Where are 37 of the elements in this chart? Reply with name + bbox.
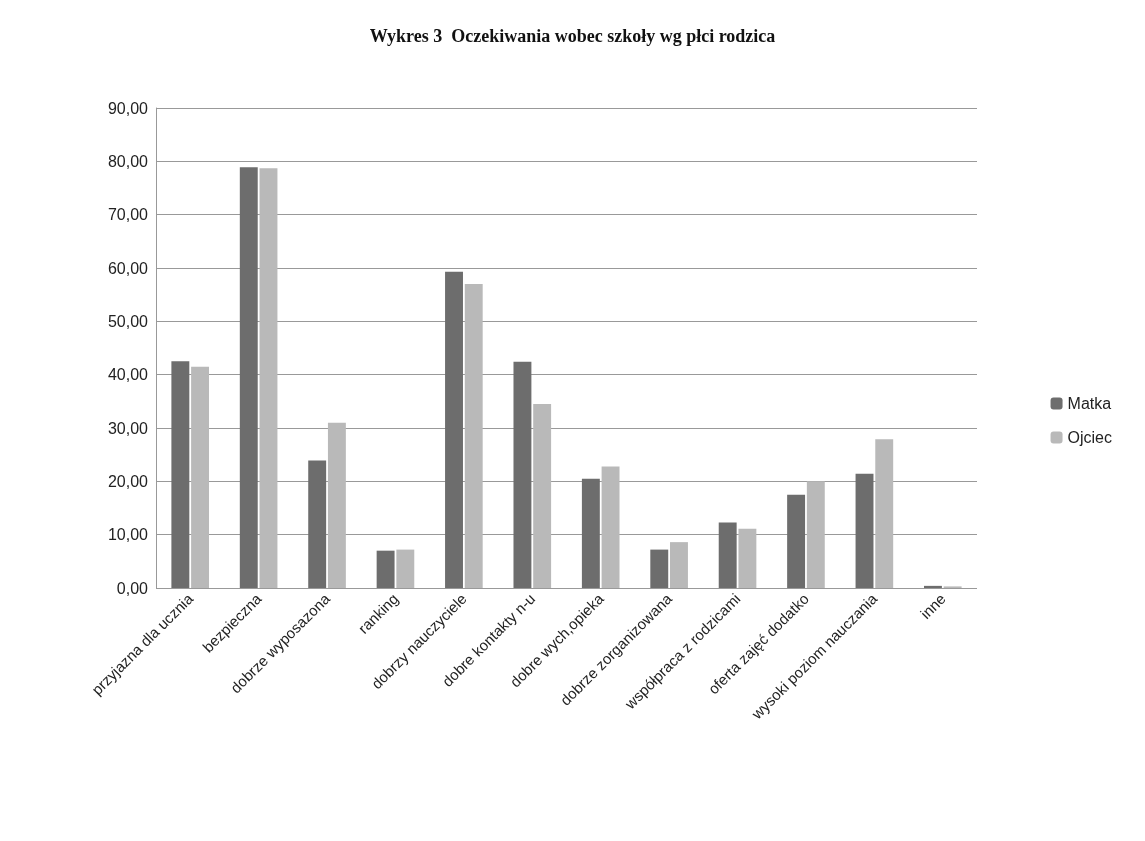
y-tick-label: 10,00 xyxy=(107,526,149,544)
bar xyxy=(787,494,806,588)
y-tick-label: 90,00 xyxy=(107,99,149,117)
chart-title: Wykres 3 Oczekiwania wobec szkoły wg płci rodzica xyxy=(369,26,776,46)
bar xyxy=(923,585,942,588)
y-tick-label: 0,00 xyxy=(116,579,149,597)
bar xyxy=(855,473,874,588)
bar xyxy=(718,522,737,588)
bar xyxy=(670,542,688,588)
bar xyxy=(875,439,894,588)
bar xyxy=(650,549,669,588)
bar xyxy=(171,361,190,588)
bar xyxy=(327,422,346,588)
bar xyxy=(513,361,532,588)
y-tick-label: 40,00 xyxy=(107,366,149,384)
bar xyxy=(308,460,327,588)
bar xyxy=(191,366,210,588)
y-tick-label: 60,00 xyxy=(107,259,149,277)
y-tick-label: 80,00 xyxy=(107,152,149,170)
bar xyxy=(464,284,483,588)
legend-label: Matka xyxy=(1067,395,1112,412)
bar xyxy=(601,466,620,588)
bar xyxy=(806,481,825,588)
y-tick-label: 20,00 xyxy=(107,472,149,490)
y-tick-label: 70,00 xyxy=(107,206,149,224)
bar xyxy=(376,550,395,588)
x-tick-label: inne xyxy=(916,589,949,623)
bar xyxy=(239,167,258,588)
bar xyxy=(738,528,757,588)
bar xyxy=(445,271,463,588)
bar xyxy=(396,549,415,588)
bar xyxy=(533,404,552,588)
y-tick-label: 30,00 xyxy=(107,419,149,437)
bar xyxy=(259,168,278,588)
legend-label: Ojciec xyxy=(1067,429,1112,446)
y-tick-label: 50,00 xyxy=(107,312,149,330)
bar xyxy=(581,478,600,588)
